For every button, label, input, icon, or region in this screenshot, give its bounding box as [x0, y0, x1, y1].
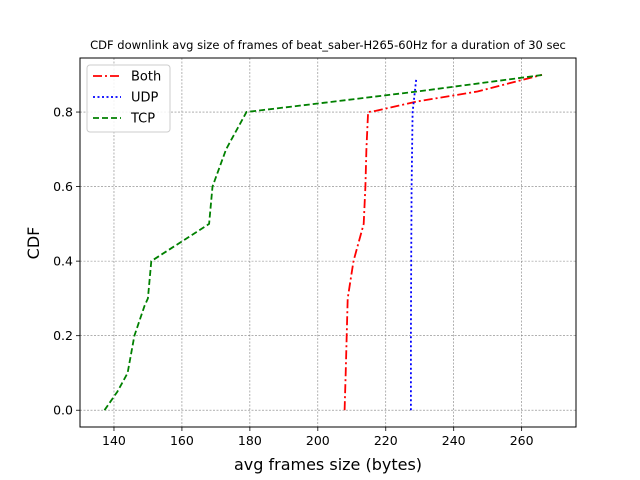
- y-axis-label: CDF: [24, 227, 43, 260]
- x-tick-label: 220: [374, 433, 398, 448]
- legend-label-tcp: TCP: [130, 112, 155, 127]
- x-tick-label: 260: [510, 433, 534, 448]
- series-line-tcp: [103, 73, 544, 411]
- legend-label-udp: UDP: [131, 91, 159, 106]
- x-tick-label: 160: [170, 433, 194, 448]
- series-line-both: [343, 73, 543, 411]
- series-lines: [103, 73, 544, 411]
- x-tick-label: 240: [442, 433, 466, 448]
- plot-frame: [79, 57, 577, 428]
- x-tick-label: 140: [102, 433, 126, 448]
- y-tick-label: 0.0: [53, 403, 73, 418]
- legend-box: [86, 64, 171, 133]
- y-tick-label: 0.8: [53, 105, 73, 120]
- x-axis: 140 160 180 200 220 240 260: [102, 427, 534, 448]
- legend-label-both: Both: [131, 70, 161, 85]
- legend: Both UDP TCP: [86, 64, 171, 133]
- series-line-udp: [409, 78, 418, 411]
- y-tick-label: 0.2: [53, 328, 73, 343]
- x-tick-label: 200: [306, 433, 330, 448]
- y-axis: 0.0 0.2 0.4 0.6 0.8: [53, 105, 80, 418]
- x-axis-label: avg frames size (bytes): [234, 455, 422, 474]
- y-tick-label: 0.4: [53, 254, 73, 269]
- chart-title: CDF downlink avg size of frames of beat_…: [90, 38, 566, 52]
- y-tick-label: 0.6: [53, 179, 73, 194]
- x-tick-label: 180: [238, 433, 262, 448]
